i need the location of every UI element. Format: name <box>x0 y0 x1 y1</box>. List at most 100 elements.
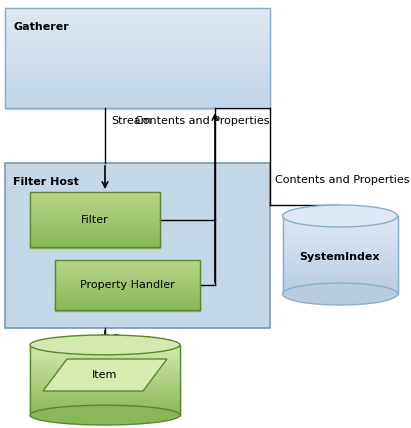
Bar <box>282 255 397 257</box>
Bar <box>5 74 270 77</box>
Bar <box>55 277 200 279</box>
Bar <box>5 78 270 80</box>
Bar <box>55 284 200 285</box>
Bar <box>30 373 180 374</box>
Bar <box>30 232 160 234</box>
Bar <box>30 217 160 218</box>
Bar <box>30 392 180 393</box>
Bar <box>30 395 180 397</box>
Bar <box>55 268 200 269</box>
Bar <box>282 270 397 272</box>
Bar <box>30 239 160 240</box>
Bar <box>55 264 200 265</box>
Bar <box>5 106 270 109</box>
Bar <box>55 295 200 296</box>
Bar <box>5 76 270 78</box>
Ellipse shape <box>30 335 180 355</box>
Bar <box>5 13 270 15</box>
Bar <box>282 274 397 276</box>
Bar <box>55 260 200 262</box>
Bar <box>55 294 200 295</box>
Bar <box>30 346 180 348</box>
Bar <box>55 271 200 272</box>
Bar <box>55 302 200 303</box>
Bar <box>55 274 200 276</box>
Bar <box>282 273 397 275</box>
Bar <box>282 225 397 227</box>
Bar <box>55 300 200 301</box>
Bar <box>30 215 160 216</box>
Bar <box>30 246 160 247</box>
Bar <box>55 270 200 271</box>
Bar <box>30 369 180 371</box>
Bar <box>30 192 160 247</box>
Bar <box>5 28 270 30</box>
Bar <box>282 242 397 244</box>
Bar <box>5 103 270 105</box>
Bar <box>55 290 200 291</box>
Bar <box>55 296 200 297</box>
Bar <box>55 305 200 306</box>
Bar <box>30 202 160 203</box>
Bar <box>30 377 180 379</box>
Bar <box>55 261 200 262</box>
Bar <box>30 408 180 410</box>
Bar <box>55 287 200 288</box>
Bar <box>30 236 160 238</box>
Bar <box>5 81 270 83</box>
Bar <box>30 396 180 398</box>
Bar <box>55 262 200 264</box>
Bar <box>30 240 160 241</box>
Bar <box>30 231 160 232</box>
Bar <box>30 204 160 205</box>
Bar <box>55 291 200 293</box>
Bar <box>30 228 160 229</box>
Bar <box>30 220 160 221</box>
Bar <box>30 200 160 202</box>
Bar <box>5 45 270 47</box>
Bar <box>5 35 270 37</box>
Bar <box>282 265 397 267</box>
Bar <box>282 228 397 229</box>
Bar <box>5 11 270 14</box>
Bar <box>30 379 180 380</box>
Bar <box>30 227 160 228</box>
Bar <box>5 30 270 32</box>
Bar <box>30 347 180 349</box>
Bar <box>5 56 270 59</box>
Bar <box>5 10 270 12</box>
Bar <box>30 209 160 211</box>
Bar <box>282 234 397 236</box>
Bar <box>30 210 160 212</box>
Bar <box>30 241 160 243</box>
Bar <box>30 409 180 411</box>
Bar <box>5 31 270 33</box>
Bar <box>30 400 180 401</box>
Bar <box>30 245 160 247</box>
Bar <box>5 21 270 24</box>
Bar <box>55 307 200 309</box>
Bar <box>5 18 270 20</box>
Bar <box>282 226 397 228</box>
Bar <box>30 345 180 347</box>
Bar <box>282 260 397 262</box>
Bar <box>55 276 200 278</box>
Bar <box>30 195 160 196</box>
Ellipse shape <box>30 405 180 425</box>
Bar <box>282 221 397 223</box>
Bar <box>5 25 270 27</box>
Bar <box>5 68 270 70</box>
Bar <box>30 414 180 416</box>
Bar <box>55 293 200 294</box>
Bar <box>30 387 180 389</box>
Bar <box>30 241 160 242</box>
Bar <box>5 91 270 93</box>
Text: Property Handler: Property Handler <box>80 280 175 290</box>
Bar <box>55 281 200 282</box>
Bar <box>55 263 200 265</box>
Bar <box>5 33 270 35</box>
Bar <box>5 59 270 62</box>
Bar <box>30 367 180 369</box>
Bar <box>282 254 397 256</box>
Bar <box>30 206 160 207</box>
